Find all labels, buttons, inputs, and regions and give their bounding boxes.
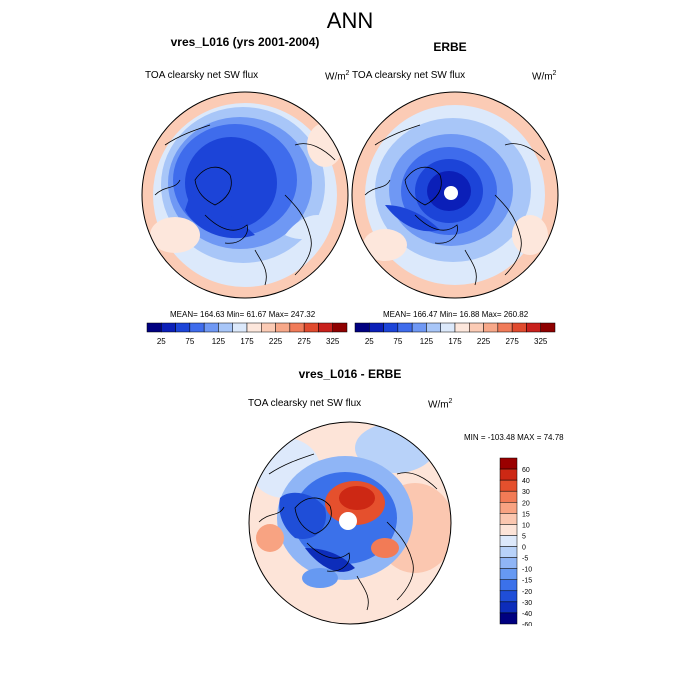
colorbar-tick-label: 30 bbox=[522, 489, 530, 496]
colorbar-swatch bbox=[526, 322, 541, 333]
colorbar-swatch bbox=[499, 457, 518, 470]
colorbar-tick-label: 25 bbox=[157, 337, 166, 346]
main-title: ANN bbox=[326, 8, 374, 33]
panel1-units: W/m2 bbox=[325, 70, 350, 83]
colorbar-tick-label: 225 bbox=[477, 337, 491, 346]
panel2-title: ERBE bbox=[433, 40, 467, 54]
colorbar-swatch bbox=[354, 322, 370, 333]
colorbar-swatch bbox=[499, 601, 518, 614]
colorbar-swatch bbox=[383, 322, 399, 333]
colorbar-swatch bbox=[499, 468, 518, 481]
colorbar-swatch bbox=[318, 322, 333, 333]
panel2-polar-map bbox=[351, 91, 559, 299]
colorbar-tick-label: 275 bbox=[297, 337, 311, 346]
panel1-polar-map bbox=[141, 91, 349, 299]
colorbar-tick-label: -20 bbox=[522, 589, 532, 596]
colorbar-swatch bbox=[161, 322, 176, 333]
panel3-colorbar: 60 40 30 20 15 10 5 0 -5 -10 -15 -20 -30 -40 -60 bbox=[499, 457, 532, 626]
colorbar-swatch bbox=[275, 322, 291, 333]
colorbar-swatch bbox=[411, 322, 427, 333]
colorbar-tick-label: 225 bbox=[269, 337, 283, 346]
colorbar-tick-label: 75 bbox=[185, 337, 194, 346]
colorbar-swatch bbox=[261, 322, 276, 333]
colorbar-tick-label: 125 bbox=[420, 337, 434, 346]
colorbar-tick-label: 20 bbox=[522, 500, 530, 507]
colorbar-swatch bbox=[332, 322, 348, 333]
colorbar-tick-label: 25 bbox=[365, 337, 374, 346]
colorbar-swatch bbox=[218, 322, 233, 333]
panel1-title: vres_L016 (yrs 2001-2004) bbox=[170, 35, 320, 49]
colorbar-tick-label: -10 bbox=[522, 567, 532, 574]
colorbar-tick-label: -40 bbox=[522, 611, 532, 618]
colorbar-swatch bbox=[246, 322, 262, 333]
colorbar-swatch bbox=[146, 322, 162, 333]
colorbar-swatch bbox=[499, 579, 518, 592]
colorbar-swatch bbox=[203, 322, 219, 333]
colorbar-swatch bbox=[426, 322, 441, 333]
colorbar-tick-label: 15 bbox=[522, 511, 530, 518]
colorbar-swatch bbox=[440, 322, 456, 333]
panel2-units: W/m2 bbox=[532, 70, 557, 83]
colorbar-swatch bbox=[397, 322, 413, 333]
colorbar-tick-label: 0 bbox=[522, 545, 526, 552]
panel3-title: vres_L016 - ERBE bbox=[298, 367, 402, 381]
panel3-polar-map bbox=[248, 421, 452, 625]
colorbar-swatch bbox=[469, 322, 484, 333]
colorbar-tick-label: 40 bbox=[522, 478, 530, 485]
colorbar-tick-label: 10 bbox=[522, 522, 530, 529]
panel3-stats: MIN = -103.48 MAX = 74.78 bbox=[464, 433, 564, 442]
panel3-units: W/m2 bbox=[428, 398, 453, 411]
colorbar-swatch bbox=[499, 568, 518, 580]
colorbar-swatch bbox=[369, 322, 384, 333]
panel3-variable-label: TOA clearsky net SW flux bbox=[248, 398, 362, 409]
colorbar-swatch bbox=[499, 502, 518, 514]
colorbar-tick-label: -5 bbox=[522, 556, 528, 563]
colorbar-swatch bbox=[189, 322, 205, 333]
colorbar-tick-label: 325 bbox=[534, 337, 548, 346]
colorbar-swatch bbox=[289, 322, 305, 333]
colorbar-swatch bbox=[499, 490, 518, 503]
colorbar-swatch bbox=[499, 546, 518, 558]
colorbar-swatch bbox=[232, 322, 248, 333]
colorbar-swatch bbox=[175, 322, 191, 333]
colorbar-swatch bbox=[483, 322, 499, 333]
colorbar-tick-label: 75 bbox=[393, 337, 402, 346]
colorbar-tick-label: -60 bbox=[522, 622, 532, 626]
colorbar-swatch bbox=[499, 612, 518, 625]
panel1-colorbar: 2575125175225275325375 bbox=[146, 322, 348, 346]
colorbar-tick-label: -15 bbox=[522, 578, 532, 585]
colorbar-swatch bbox=[497, 322, 513, 333]
colorbar-tick-label: 175 bbox=[240, 337, 254, 346]
colorbar-swatch bbox=[499, 524, 518, 536]
colorbar-swatch bbox=[540, 322, 556, 333]
colorbar-tick-label: -30 bbox=[522, 600, 532, 607]
colorbar-swatch bbox=[499, 479, 518, 492]
colorbar-swatch bbox=[499, 557, 518, 569]
colorbar-swatch bbox=[511, 322, 527, 333]
colorbar-swatch bbox=[499, 590, 518, 603]
colorbar-swatch bbox=[303, 322, 319, 333]
panel1-stats: MEAN= 164.63 Min= 61.67 Max= 247.32 bbox=[170, 310, 316, 319]
colorbar-tick-label: 175 bbox=[448, 337, 462, 346]
panel2-stats: MEAN= 166.47 Min= 16.88 Max= 260.82 bbox=[383, 310, 529, 319]
colorbar-swatch bbox=[499, 535, 518, 547]
colorbar-tick-label: 5 bbox=[522, 533, 526, 540]
colorbar-tick-label: 60 bbox=[522, 467, 530, 474]
colorbar-tick-label: 275 bbox=[505, 337, 519, 346]
colorbar-swatch bbox=[499, 513, 518, 525]
colorbar-tick-label: 325 bbox=[326, 337, 340, 346]
panel2-variable-label: TOA clearsky net SW flux bbox=[352, 70, 466, 81]
panel1-variable-label: TOA clearsky net SW flux bbox=[145, 70, 259, 81]
panel2-colorbar: 2575125175225275325375 bbox=[354, 322, 556, 346]
colorbar-tick-label: 125 bbox=[212, 337, 226, 346]
colorbar-swatch bbox=[454, 322, 470, 333]
